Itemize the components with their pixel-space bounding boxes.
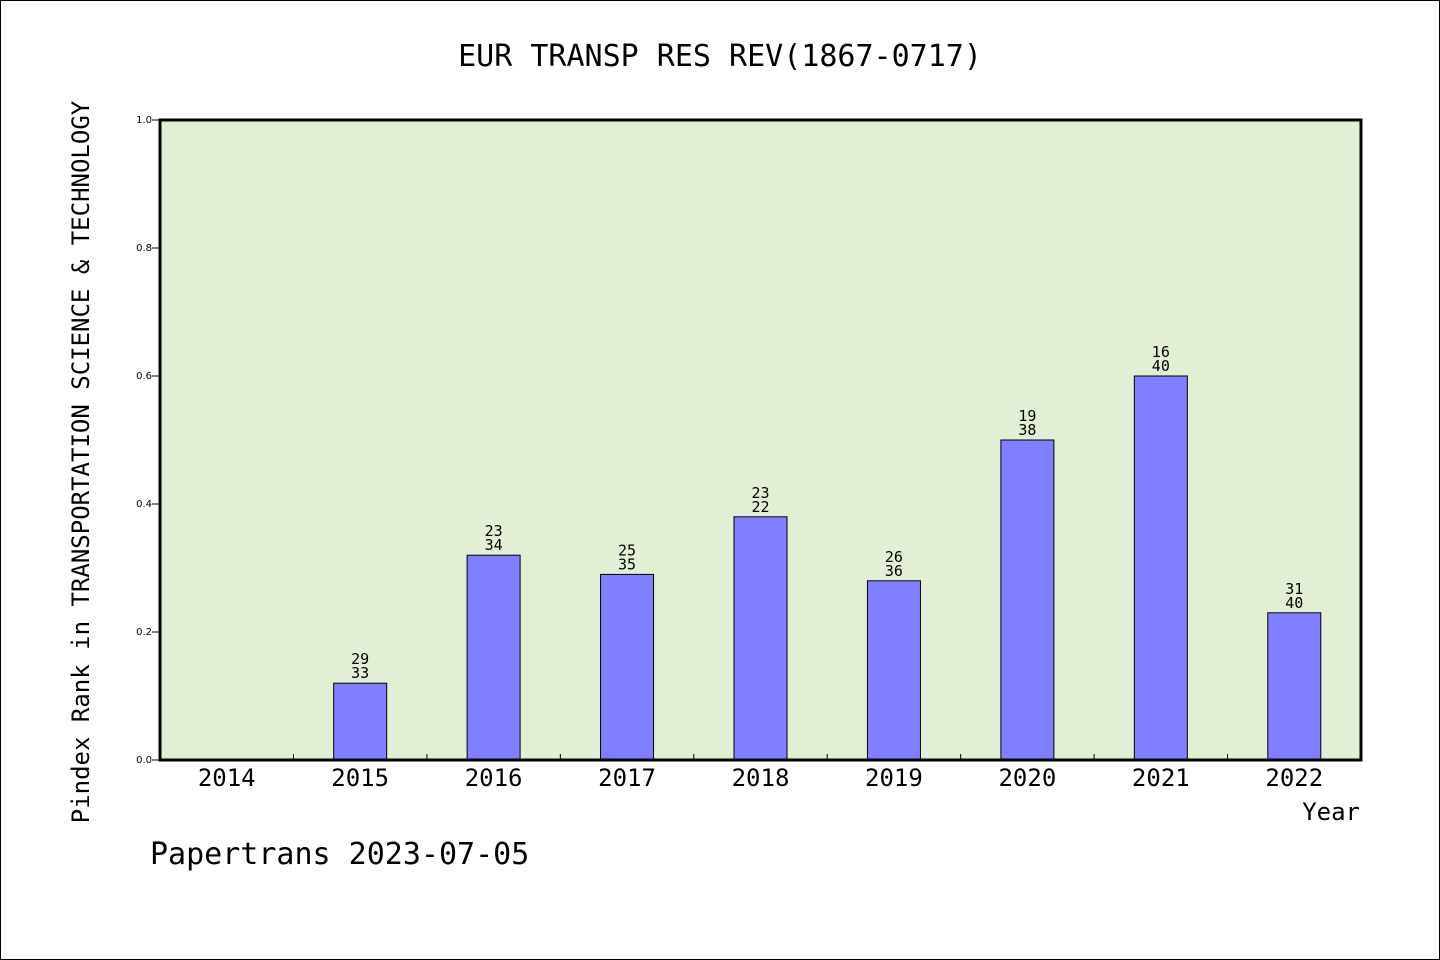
bar-label-top: 23 [485,522,503,540]
y-tick-label: 1.0 [136,115,152,126]
x-tick-label: 2019 [865,764,923,792]
bar-label-bottom: 33 [351,664,369,682]
y-tick-label: 0.4 [136,499,152,510]
bar-label-top: 16 [1152,343,1170,361]
x-tick-label: 2018 [732,764,790,792]
bar-label-top: 31 [1285,580,1303,598]
bar-label-bottom: 40 [1152,357,1170,375]
x-tick-label: 2017 [598,764,656,792]
bar [333,682,388,761]
bar-label-bottom: 36 [885,562,903,580]
plot-border [158,118,1363,762]
bar-label-top: 25 [618,541,636,559]
bar [466,554,521,761]
x-axis-label: Year [1302,798,1360,826]
chart-title: EUR TRANSP RES REV(1867-0717) [458,39,982,74]
bar-label-bottom: 22 [751,498,769,516]
bar [1267,612,1322,761]
y-axis-label: Pindex Rank in TRANSPORTATION SCIENCE & … [67,100,95,823]
bar [600,573,655,761]
plot-area: 0.0 0.2 0.4 0.6 0.8 1.0 2014 2015 2016 2017 2018 20… [136,115,1363,792]
x-tick-label: 2014 [198,764,256,792]
bar [733,516,788,761]
y-tick-label: 0.8 [136,243,152,254]
bar [1000,439,1055,761]
bar-label-bottom: 40 [1285,594,1303,612]
y-tick-label: 0.6 [136,371,152,382]
bar-label-top: 19 [1018,407,1036,425]
x-tick-label: 2022 [1265,764,1323,792]
bar-label-bottom: 38 [1018,421,1036,439]
bar [1133,375,1188,761]
bar-label-top: 26 [885,548,903,566]
y-tick-label: 0.0 [136,755,152,766]
bar [866,580,921,761]
bar-label-top: 23 [751,484,769,502]
x-tick-label: 2016 [465,764,523,792]
footer-text: Papertrans 2023-07-05 [150,837,529,872]
x-tick-label: 2021 [1132,764,1190,792]
bar-label-bottom: 35 [618,555,636,573]
y-tick-label: 0.2 [136,627,152,638]
bar-label-top: 29 [351,650,369,668]
x-tick-label: 2020 [998,764,1056,792]
x-tick-label: 2015 [331,764,389,792]
bar-label-bottom: 34 [485,536,503,554]
